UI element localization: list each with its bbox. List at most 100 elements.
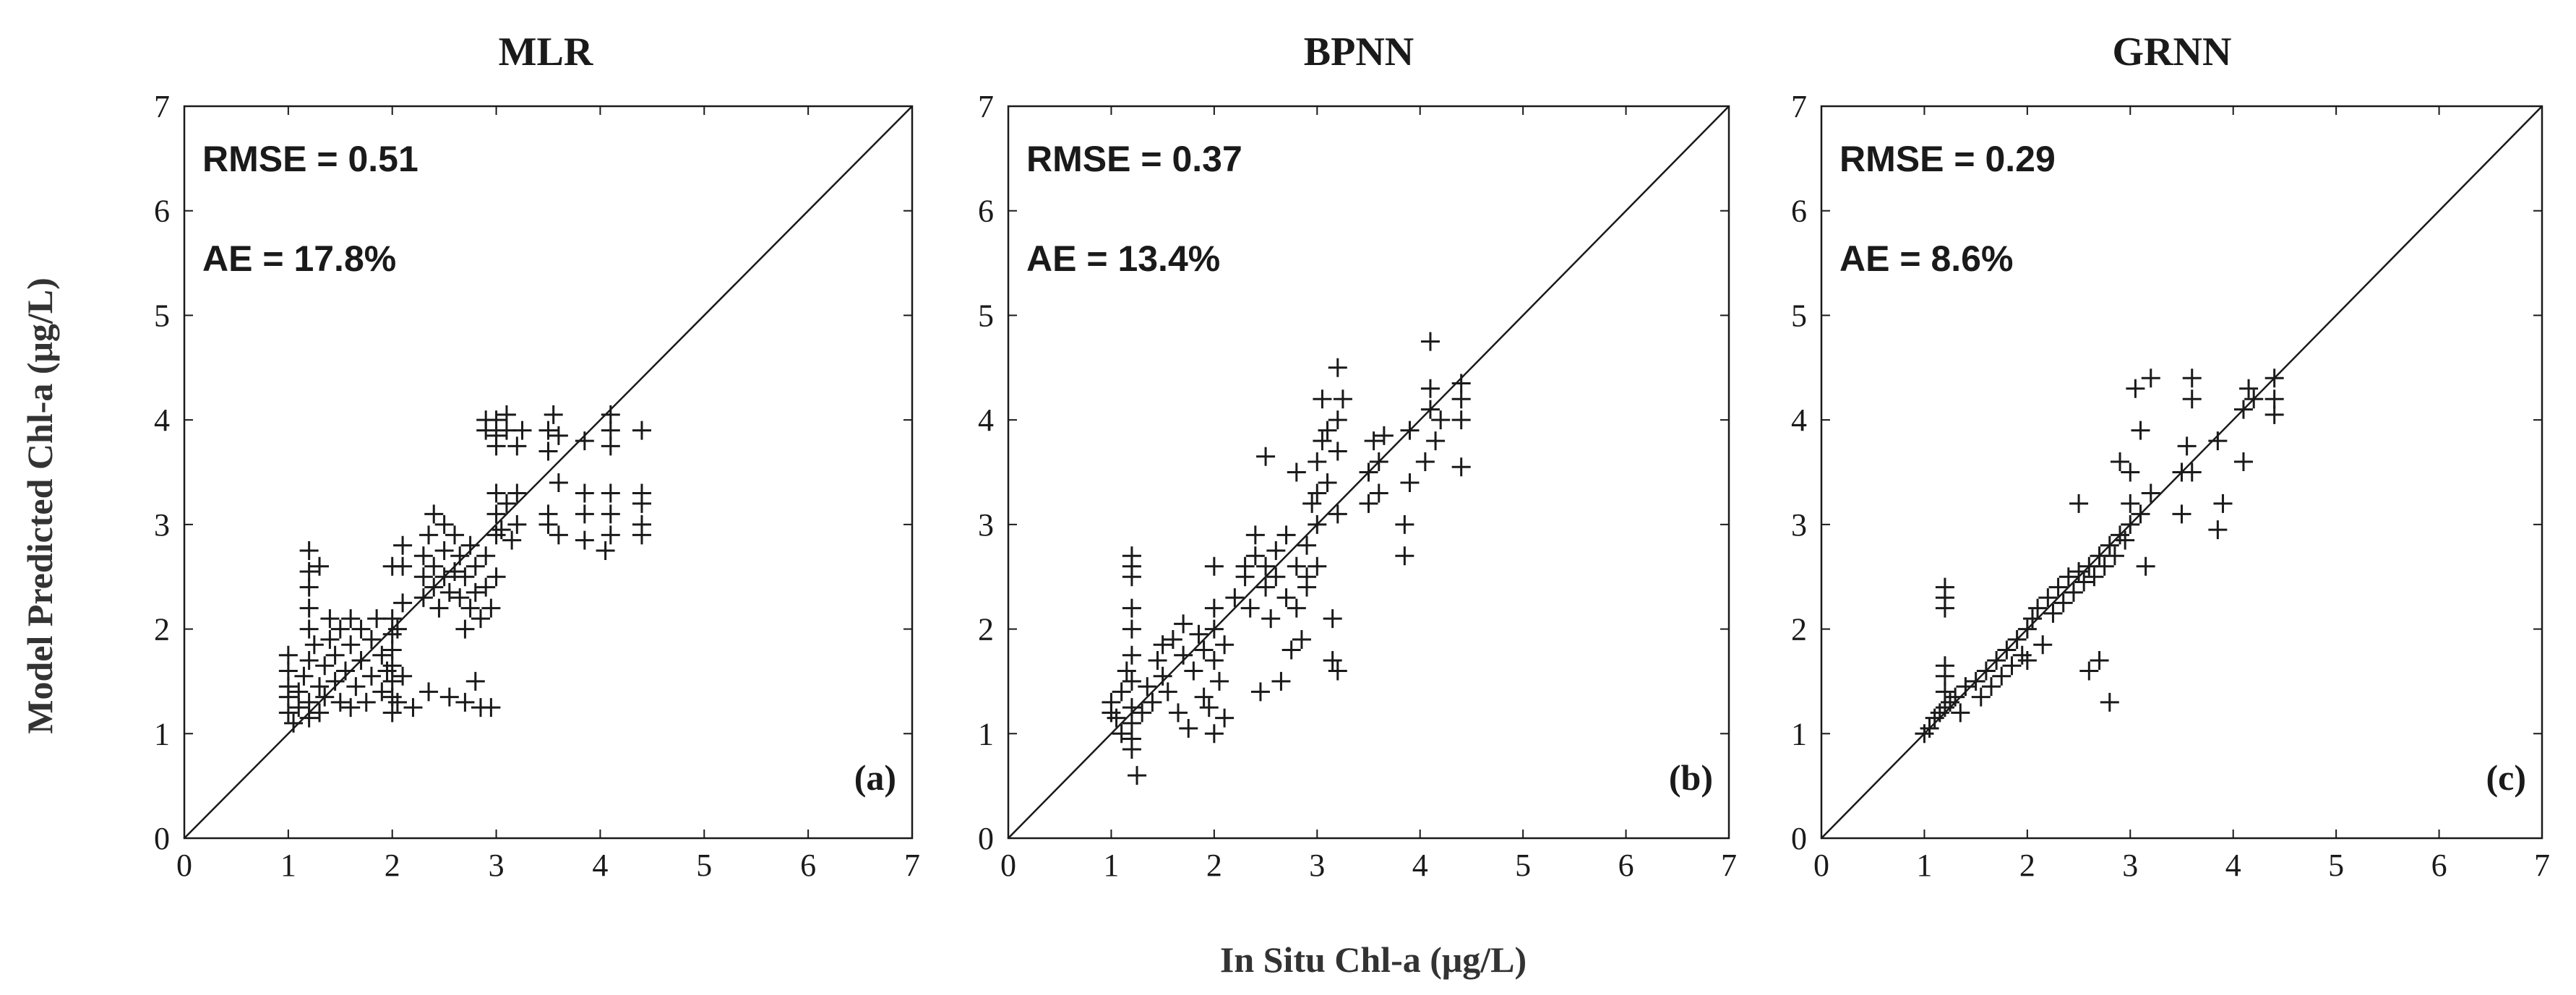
x-tick-label: 4 [592, 848, 608, 883]
data-point [507, 483, 527, 503]
x-tick-label: 3 [1309, 848, 1325, 883]
data-point [2090, 650, 2109, 670]
x-tick-label: 4 [1412, 848, 1428, 883]
data-point [2002, 656, 2022, 676]
data-point [299, 619, 319, 639]
data-point [1271, 671, 1291, 691]
data-point [2058, 567, 2078, 587]
data-point [1333, 389, 1352, 409]
data-point [2116, 530, 2135, 550]
data-point [476, 577, 496, 597]
data-point [1194, 687, 1214, 707]
x-tick-label: 0 [1813, 848, 1829, 883]
y-tick-label: 1 [1791, 716, 1807, 751]
y-tick-label: 5 [1791, 298, 1807, 333]
data-point [299, 561, 319, 581]
data-point [419, 682, 439, 702]
x-tick-label: 0 [176, 848, 192, 883]
data-point [1179, 719, 1198, 738]
data-point [1318, 473, 1337, 492]
data-point [2100, 535, 2119, 555]
panel-mlr: MLR 0 1 2 3 4 5 6 7 0 1 2 3 4 5 6 7 RMSE = 0.51 AE = 17… [154, 30, 920, 883]
data-point [1199, 698, 1219, 718]
data-point [575, 431, 594, 451]
x-tick-label: 3 [2122, 848, 2138, 883]
data-point [294, 666, 314, 686]
data-point [497, 405, 516, 424]
data-point [2100, 692, 2119, 712]
data-point [372, 645, 392, 665]
data-point [1308, 514, 1327, 534]
data-point [299, 577, 319, 597]
y-tick-label: 0 [154, 821, 170, 856]
data-point [455, 619, 475, 639]
data-point [1971, 687, 1991, 707]
data-point [507, 514, 527, 534]
data-point [1941, 692, 1960, 712]
data-point [2064, 582, 2083, 602]
data-point [1122, 729, 1141, 749]
x-tick-label: 6 [2431, 848, 2447, 883]
data-point [486, 410, 506, 430]
data-point [1313, 431, 1332, 451]
data-point [2136, 556, 2155, 576]
data-point [439, 687, 459, 707]
data-point [1369, 452, 1388, 472]
data-point [2111, 452, 2130, 472]
data-point [299, 598, 319, 618]
data-point [1158, 682, 1177, 702]
data-point [278, 703, 298, 723]
data-point [2095, 556, 2114, 576]
data-point [1328, 504, 1347, 524]
data-point [2264, 405, 2284, 424]
data-point [507, 436, 527, 456]
data-point [632, 514, 651, 534]
data-point [278, 677, 298, 697]
data-point [2208, 520, 2228, 540]
data-point [1122, 546, 1141, 566]
data-point [424, 504, 444, 524]
data-point [1287, 556, 1306, 576]
data-point [2141, 369, 2160, 388]
data-point [299, 708, 319, 728]
data-point [1328, 358, 1347, 377]
data-point [1276, 525, 1296, 545]
data-point [434, 514, 454, 534]
y-tick-label: 7 [1791, 89, 1807, 124]
y-tick-label: 1 [154, 716, 170, 751]
data-point [2131, 504, 2150, 524]
data-point [601, 525, 620, 545]
data-point [481, 698, 501, 718]
data-point [486, 525, 506, 545]
y-tick-label: 0 [978, 821, 994, 856]
data-point [2208, 431, 2228, 451]
data-point [2141, 483, 2160, 503]
data-point [2264, 369, 2284, 388]
panel-label: (b) [1669, 757, 1713, 798]
data-point [2074, 572, 2094, 592]
data-point [596, 541, 615, 561]
plot-frame [1007, 105, 1730, 840]
data-point [1209, 671, 1229, 691]
plot-frame [183, 105, 914, 840]
data-point [1122, 698, 1141, 718]
data-point [1930, 703, 1949, 723]
y-tick-label: 3 [154, 507, 170, 543]
data-point [1328, 661, 1347, 681]
data-point [1451, 410, 1471, 430]
data-point [1328, 441, 1347, 461]
data-point [2182, 369, 2202, 388]
data-point [1174, 614, 1193, 634]
x-tick-label: 1 [1916, 848, 1932, 883]
data-point [330, 692, 350, 712]
data-point [1359, 462, 1378, 482]
data-point [1102, 692, 1121, 712]
x-tick-label: 2 [2019, 848, 2035, 883]
data-point [1117, 661, 1136, 681]
data-point [1143, 692, 1162, 712]
panel-label: (a) [854, 757, 896, 798]
data-point [413, 546, 433, 566]
data-point [434, 567, 454, 587]
data-point [1415, 452, 1435, 472]
data-point [424, 577, 444, 597]
